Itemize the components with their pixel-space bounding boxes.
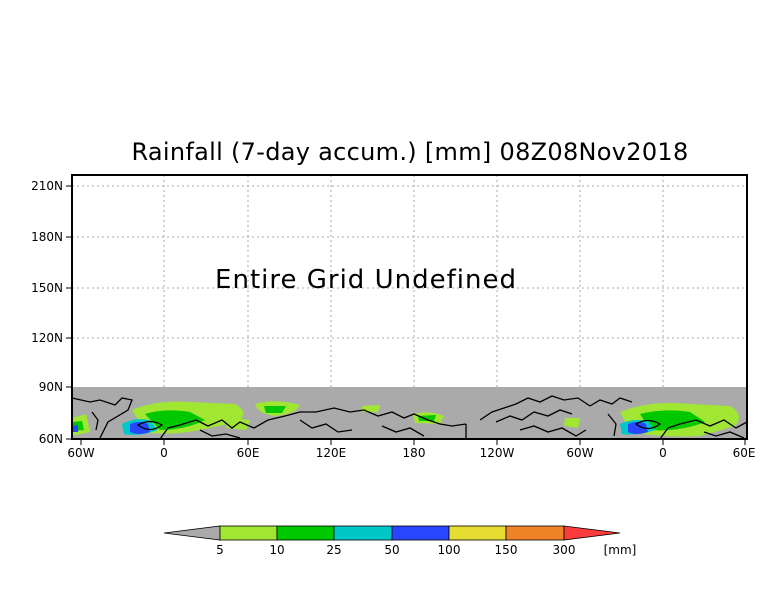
colorbar-swatch-above (563, 525, 621, 541)
colorbar-swatch (276, 525, 335, 541)
colorbar-label: 5 (216, 543, 224, 557)
colorbar-label: 10 (269, 543, 284, 557)
lat-tick-label: 150N (31, 281, 63, 295)
colorbar-label: 25 (326, 543, 341, 557)
lon-tick-label: 120W (480, 446, 515, 460)
lon-tick-label: 120E (316, 446, 347, 460)
colorbar-swatch (505, 525, 565, 541)
colorbar-label: 50 (384, 543, 399, 557)
lat-tick-label: 180N (31, 230, 63, 244)
lon-tick-label: 60E (237, 446, 260, 460)
lat-tick-label: 90N (39, 380, 63, 394)
colorbar-label: 300 (553, 543, 576, 557)
map-frame (71, 174, 748, 440)
lat-axis (66, 185, 72, 440)
lon-tick-label: 180 (403, 446, 426, 460)
colorbar-swatch-below (163, 525, 221, 541)
rainfall-data-band (71, 387, 748, 440)
map-gridlines (72, 175, 747, 387)
lon-tick-label: 0 (160, 446, 168, 460)
colorbar-label: 100 (438, 543, 461, 557)
lon-tick-label: 0 (659, 446, 667, 460)
lon-tick-label: 60E (733, 446, 756, 460)
lon-axis (80, 439, 746, 445)
colorbar-label: 150 (495, 543, 518, 557)
lon-tick-label: 60W (566, 446, 593, 460)
colorbar-swatch (391, 525, 450, 541)
lat-tick-label: 60N (39, 432, 63, 446)
colorbar-swatch (448, 525, 507, 541)
lon-tick-label: 60W (67, 446, 94, 460)
lat-tick-label: 120N (31, 331, 63, 345)
map-title: Rainfall (7-day accum.) [mm] 08Z08Nov201… (131, 138, 689, 166)
colorbar (163, 525, 621, 541)
colorbar-swatch (333, 525, 393, 541)
undefined-grid-message: Entire Grid Undefined (215, 265, 517, 295)
lat-tick-label: 210N (31, 179, 63, 193)
colorbar-swatch (219, 525, 278, 541)
colorbar-unit: [mm] (604, 543, 637, 557)
